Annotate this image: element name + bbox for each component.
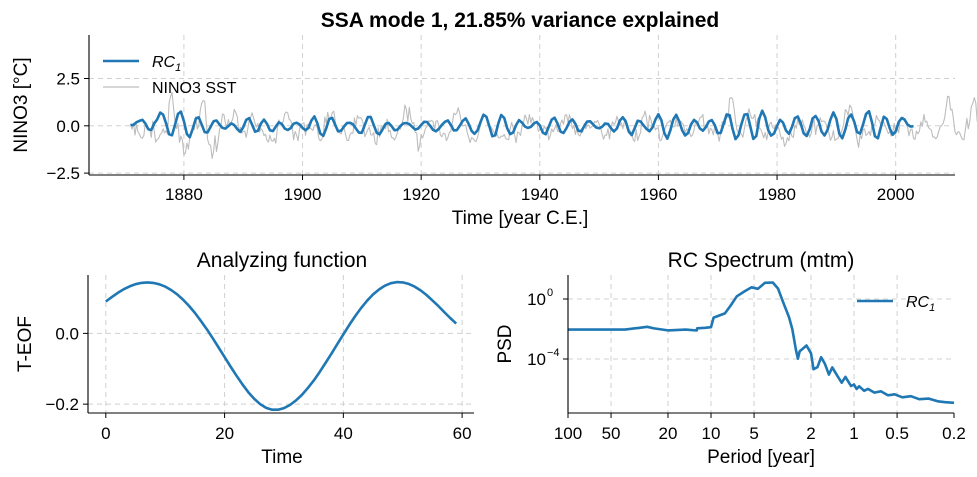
y-tick-label: 10 (527, 290, 546, 309)
rc1-series (130, 109, 914, 141)
x-tick-label: 20 (659, 424, 678, 443)
x-axis-label: Time (261, 447, 303, 468)
axis-ticks: 100 50 20 10 5 2 1 0.5 0.210 010 −4 (527, 287, 966, 443)
x-tick-label: 1940 (521, 185, 559, 204)
y-tick-label: 2.5 (56, 70, 80, 89)
grid (89, 35, 955, 175)
x-tick-label: 60 (453, 424, 472, 443)
chart-title: SSA mode 1, 21.85% variance explained (321, 9, 719, 32)
y-tick-label: 0.0 (56, 117, 80, 136)
psd-rc1-series (568, 281, 955, 405)
x-axis-label: Time [year C.E.] (452, 208, 589, 229)
analyzing-function-panel: Analyzing function 0 20 40 60 −0.2 0.0 Time T… (15, 249, 474, 468)
subplot-title-analyzing: Analyzing function (197, 249, 367, 272)
axis-ticks: 0 20 40 60 −0.2 0.0 (45, 324, 471, 443)
grid (88, 275, 474, 413)
nino3-sst-series (129, 91, 977, 159)
x-tick-label: 100 (554, 424, 582, 443)
y-axis-label: T-EOF (15, 316, 36, 372)
x-tick-label: 0.5 (885, 424, 909, 443)
legend-label-rc1: RC1 (152, 54, 181, 74)
x-tick-label: 1960 (640, 185, 678, 204)
y-axis-label: PSD (495, 324, 516, 363)
x-tick-label: 1980 (758, 185, 796, 204)
x-axis-label: Period [year] (707, 447, 815, 468)
x-tick-label: 2000 (877, 185, 915, 204)
y-tick-label: 0.0 (55, 324, 79, 343)
legend-label-rc1: RC1 (906, 294, 935, 314)
legend-label-nino3-sst: NINO3 SST (152, 80, 237, 97)
y-tick-exponent: −4 (547, 347, 560, 359)
grid (568, 275, 954, 413)
y-tick-exponent: 0 (547, 287, 553, 299)
y-tick-label: −2.5 (46, 164, 80, 183)
x-tick-label: 1900 (284, 185, 322, 204)
x-tick-label: 5 (749, 424, 758, 443)
y-tick-label: −0.2 (45, 395, 79, 414)
x-tick-label: 0.2 (942, 424, 966, 443)
legend: RC1 (857, 294, 935, 314)
x-tick-label: 1920 (402, 185, 440, 204)
x-tick-label: 1 (849, 424, 858, 443)
x-tick-label: 50 (602, 424, 621, 443)
rc-spectrum-panel: RC Spectrum (mtm) 100 50 20 10 5 2 1 0.5 0.210 01… (495, 249, 966, 468)
y-axis-label: NINO3 [°C] (11, 57, 32, 152)
x-tick-label: 20 (215, 424, 234, 443)
axis-ticks: 1880 1900 1920 1940 1960 1980 2000 −2.5 0.0 2.5 (46, 70, 914, 204)
x-tick-label: 0 (101, 424, 110, 443)
y-tick-label: 10 (527, 350, 546, 369)
subplot-title-spectrum: RC Spectrum (mtm) (668, 249, 855, 272)
t-eof-series (105, 280, 458, 412)
x-tick-label: 40 (334, 424, 353, 443)
x-tick-label: 10 (702, 424, 721, 443)
timeseries-panel: SSA mode 1, 21.85% variance explained 18… (11, 9, 977, 229)
legend: RC1 NINO3 SST (103, 54, 237, 97)
x-tick-label: 2 (806, 424, 815, 443)
x-tick-label: 1880 (165, 185, 203, 204)
